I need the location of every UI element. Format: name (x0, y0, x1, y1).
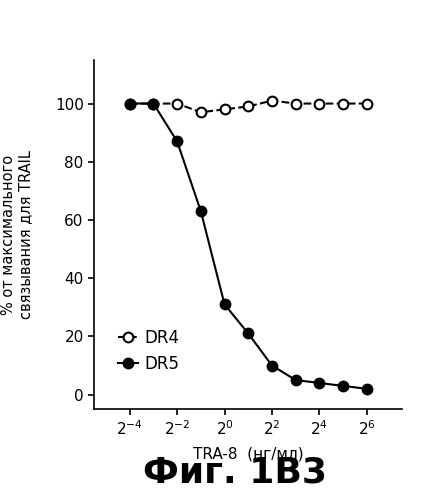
DR5 (269, 362, 274, 368)
DR5 (175, 138, 180, 144)
DR4 (246, 103, 251, 109)
X-axis label: TRA-8  (нг/мл): TRA-8 (нг/мл) (193, 447, 303, 462)
Line: DR4: DR4 (125, 96, 372, 117)
DR5 (246, 330, 251, 336)
DR4 (175, 101, 180, 107)
DR5 (151, 101, 156, 107)
DR4 (198, 109, 203, 115)
DR4 (127, 101, 132, 107)
DR4 (151, 101, 156, 107)
DR4 (293, 101, 298, 107)
Text: Фиг. 1B3: Фиг. 1B3 (143, 455, 327, 489)
Legend: DR4, DR5: DR4, DR5 (118, 328, 180, 373)
DR5 (293, 377, 298, 383)
Line: DR5: DR5 (125, 99, 372, 394)
DR5 (341, 383, 346, 389)
DR5 (127, 101, 132, 107)
DR5 (222, 301, 227, 307)
DR4 (269, 98, 274, 104)
DR4 (341, 101, 346, 107)
DR4 (364, 101, 369, 107)
Text: % от максимального
связывания для TRAIL: % от максимального связывания для TRAIL (1, 150, 33, 319)
DR5 (198, 208, 203, 214)
DR4 (317, 101, 322, 107)
DR5 (364, 386, 369, 392)
DR5 (317, 380, 322, 386)
DR4 (222, 106, 227, 112)
